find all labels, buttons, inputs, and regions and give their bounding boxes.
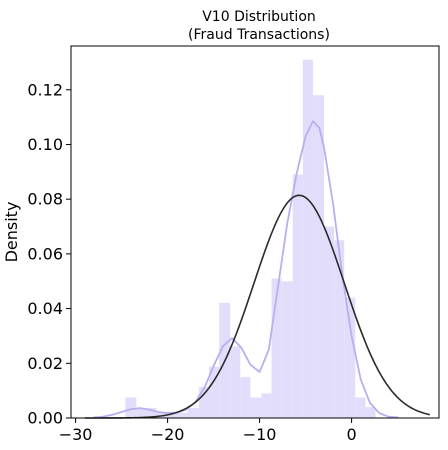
plot-frame [70, 45, 440, 419]
histogram-bar [198, 387, 209, 418]
histogram-bar [334, 240, 345, 418]
histogram-bar [365, 407, 376, 418]
normal-fit-curve [84, 194, 430, 419]
histogram-bar [281, 281, 293, 418]
histogram-bar [292, 174, 303, 418]
x-tick-label: −30 [59, 425, 93, 444]
histogram-bar [125, 397, 137, 418]
y-axis-label: Density [2, 202, 21, 263]
kde-curve [93, 120, 399, 419]
y-axis-ticks: 0.00 0.02 0.04 0.06 0.08 0.10 0.12 [27, 80, 71, 428]
histogram-bar [271, 278, 282, 418]
y-tick-label: 0.04 [27, 299, 63, 318]
y-tick-label: 0.08 [27, 190, 63, 209]
histogram-bar [355, 397, 366, 418]
histogram-bar [167, 412, 178, 418]
x-tick-label: −20 [151, 425, 185, 444]
y-tick-label: 0.12 [27, 80, 63, 99]
density-curves [84, 120, 430, 419]
histogram-bar [250, 397, 262, 418]
x-tick-label: 0 [347, 425, 357, 444]
histogram-bar [312, 95, 324, 419]
histogram-bar [177, 412, 188, 418]
histogram-bar [302, 59, 313, 419]
x-axis-ticks: −30 −20 −10 0 [59, 418, 357, 444]
histogram-bar [209, 366, 220, 418]
x-tick-label: −10 [243, 425, 277, 444]
histogram-bar [187, 407, 199, 418]
y-tick-label: 0.10 [27, 135, 63, 154]
histogram-bar [136, 407, 147, 418]
histogram-bar [146, 407, 157, 418]
y-tick-label: 0.06 [27, 244, 63, 263]
chart-title-line-1: V10 Distribution [202, 9, 316, 25]
histogram-bar [344, 297, 356, 418]
histogram-bar [230, 346, 241, 418]
histogram-bar [240, 376, 251, 418]
y-tick-label: 0.00 [27, 409, 63, 428]
y-tick-label: 0.02 [27, 354, 63, 373]
histogram-bar [261, 393, 272, 418]
chart-title-line-2: (Fraud Transactions) [188, 27, 330, 43]
histogram-bar [324, 226, 335, 418]
